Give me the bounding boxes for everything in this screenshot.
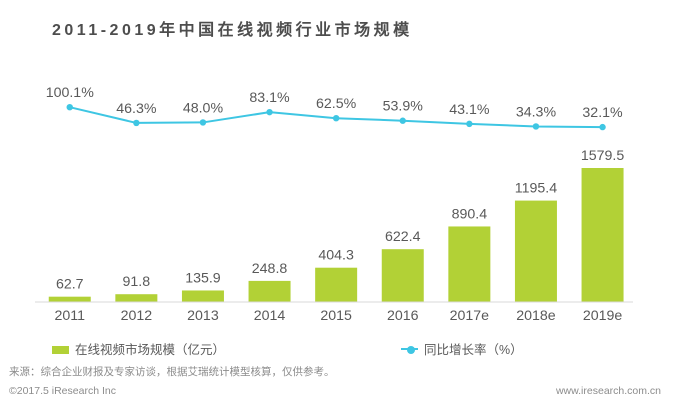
- svg-text:890.4: 890.4: [452, 206, 488, 222]
- svg-text:2013: 2013: [187, 308, 219, 324]
- svg-text:32.1%: 32.1%: [582, 105, 623, 121]
- svg-text:48.0%: 48.0%: [183, 100, 224, 116]
- svg-text:2011: 2011: [54, 308, 85, 324]
- svg-text:53.9%: 53.9%: [383, 99, 424, 115]
- svg-text:83.1%: 83.1%: [249, 90, 290, 106]
- svg-text:2016: 2016: [387, 308, 419, 324]
- svg-text:2017e: 2017e: [450, 308, 490, 324]
- svg-text:622.4: 622.4: [385, 229, 421, 245]
- svg-text:62.5%: 62.5%: [316, 96, 357, 112]
- svg-text:404.3: 404.3: [318, 248, 354, 264]
- svg-text:100.1%: 100.1%: [46, 85, 95, 101]
- svg-text:46.3%: 46.3%: [116, 101, 157, 117]
- svg-text:43.1%: 43.1%: [449, 102, 490, 118]
- svg-text:2018e: 2018e: [516, 308, 556, 324]
- svg-text:1195.4: 1195.4: [515, 181, 557, 197]
- svg-text:1579.5: 1579.5: [581, 148, 625, 164]
- svg-text:2015: 2015: [320, 308, 352, 324]
- svg-text:91.8: 91.8: [123, 274, 151, 290]
- svg-text:2012: 2012: [121, 308, 153, 324]
- svg-text:135.9: 135.9: [185, 270, 221, 286]
- svg-text:2019e: 2019e: [583, 308, 623, 324]
- svg-text:34.3%: 34.3%: [516, 104, 557, 120]
- svg-text:62.7: 62.7: [56, 277, 84, 293]
- svg-text:2014: 2014: [254, 308, 286, 324]
- svg-text:248.8: 248.8: [252, 261, 288, 277]
